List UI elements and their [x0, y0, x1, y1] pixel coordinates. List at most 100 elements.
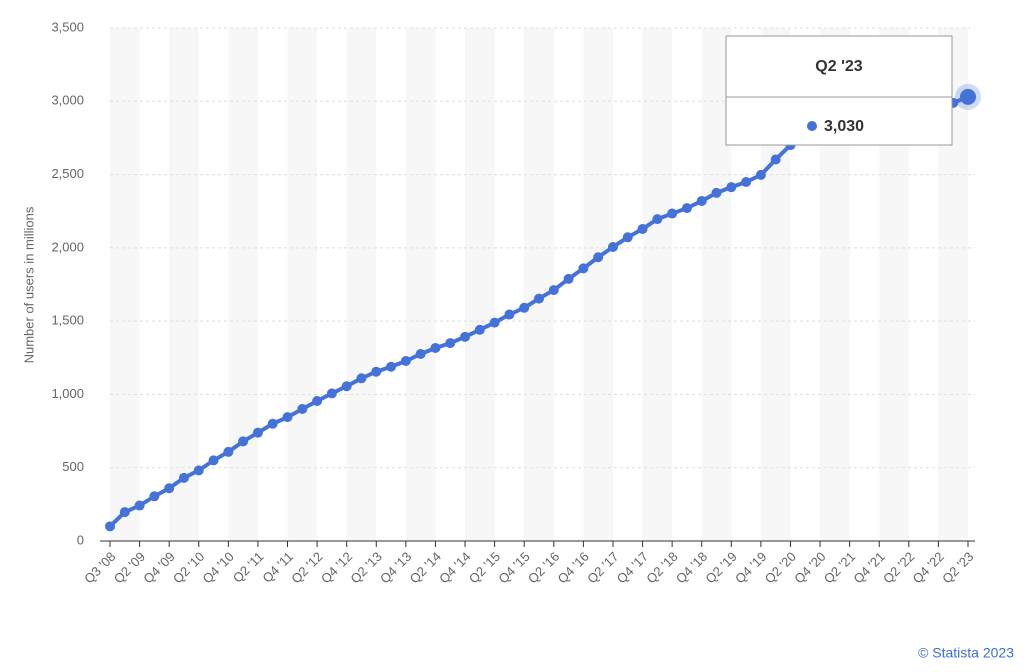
x-tick-label: Q2 '20	[762, 549, 799, 586]
data-point	[578, 263, 589, 274]
x-tick-label: Q2 '14	[407, 549, 444, 586]
y-axis-title: Number of users in millions	[21, 206, 36, 363]
band	[642, 28, 673, 541]
data-point	[563, 273, 574, 284]
y-tick-label: 500	[62, 459, 84, 474]
data-point	[770, 154, 781, 165]
x-tick-label: Q4 '18	[673, 549, 710, 586]
data-point	[134, 500, 145, 511]
data-point	[193, 465, 204, 476]
tooltip-marker	[807, 121, 817, 131]
data-point	[119, 507, 130, 518]
x-tick-label: Q2 '16	[525, 549, 562, 586]
band	[524, 28, 554, 541]
x-tick-label: Q4 '19	[732, 549, 769, 586]
band	[346, 28, 377, 541]
data-point	[415, 348, 426, 359]
band	[465, 28, 495, 541]
x-tick-label: Q2 '18	[643, 549, 680, 586]
x-tick-label: Q4 '16	[555, 549, 592, 586]
x-tick-label: Q2 '23	[939, 549, 976, 586]
x-tick-label: Q2 '17	[584, 549, 621, 586]
x-tick-label: Q2 '10	[170, 549, 207, 586]
x-tick-label: Q4 '15	[495, 549, 532, 586]
data-point	[622, 232, 633, 243]
data-point	[282, 412, 293, 423]
credit: © Statista 2023	[918, 645, 1014, 661]
data-point	[474, 324, 485, 335]
data-point	[341, 381, 352, 392]
data-point	[267, 418, 278, 429]
data-point	[252, 427, 263, 438]
data-point	[430, 342, 441, 353]
x-tick-label: Q4 '12	[318, 549, 355, 586]
y-tick-label: 0	[77, 532, 84, 547]
x-tick-label: Q4 '17	[614, 549, 651, 586]
band	[583, 28, 613, 541]
data-point	[504, 309, 515, 320]
tooltip-title: Q2 '23	[815, 58, 862, 75]
band	[228, 28, 258, 541]
data-point	[386, 361, 397, 372]
y-tick-label: 2,500	[51, 166, 84, 181]
x-tick-label: Q2 '21	[821, 549, 858, 586]
data-point	[548, 285, 559, 296]
data-point	[519, 302, 530, 313]
x-tick-label: Q3 '08	[81, 549, 118, 586]
data-point	[489, 317, 500, 328]
x-tick-label: Q4 '21	[850, 549, 887, 586]
x-tick-label: Q2 '19	[702, 549, 739, 586]
x-tick-label: Q2 '11	[230, 549, 267, 586]
data-point	[297, 403, 308, 414]
band	[110, 28, 140, 541]
data-point	[637, 223, 648, 234]
data-point	[223, 446, 234, 457]
x-tick-label: Q4 '09	[140, 549, 177, 586]
data-point	[667, 208, 678, 219]
x-tick-label: Q2 '13	[347, 549, 384, 586]
data-point	[460, 331, 471, 342]
data-point	[105, 521, 115, 532]
band	[169, 28, 199, 541]
data-point	[238, 436, 249, 447]
x-tick-label: Q4 '11	[259, 549, 296, 586]
data-point	[164, 483, 175, 494]
data-point	[400, 356, 411, 367]
x-tick-label: Q4 '22	[910, 549, 947, 586]
data-point	[607, 241, 618, 252]
x-tick-label: Q2 '09	[111, 549, 148, 586]
y-tick-label: 2,000	[51, 239, 84, 254]
data-point	[755, 169, 766, 180]
band	[287, 28, 318, 541]
y-tick-label: 1,500	[51, 313, 84, 328]
data-point	[696, 195, 707, 206]
tooltip	[725, 35, 953, 146]
data-point	[593, 252, 604, 263]
highlight-point	[960, 88, 976, 105]
x-tick-label: Q2 '15	[466, 549, 503, 586]
x-tick-label: Q2 '12	[288, 549, 325, 586]
data-point	[149, 491, 160, 502]
band	[405, 28, 436, 541]
data-point	[208, 455, 219, 466]
data-point	[652, 214, 663, 225]
data-point	[534, 293, 544, 304]
x-tick-label: Q4 '14	[436, 549, 473, 586]
data-point	[445, 338, 456, 349]
data-point	[371, 366, 382, 377]
data-point	[741, 177, 752, 188]
data-point	[711, 187, 722, 198]
data-point	[726, 182, 737, 193]
data-point	[312, 396, 323, 407]
x-tick-label: Q4 '13	[377, 549, 414, 586]
data-point	[681, 203, 692, 214]
y-tick-label: 3,000	[51, 93, 84, 108]
data-point	[178, 472, 189, 483]
tooltip-value: 3,030	[824, 118, 864, 135]
x-tick-label: Q4 '10	[199, 549, 236, 586]
x-tick-label: Q2 '22	[880, 549, 917, 586]
data-point	[356, 373, 367, 384]
data-point	[326, 388, 337, 399]
y-tick-label: 3,500	[51, 19, 84, 34]
y-tick-label: 1,000	[51, 386, 84, 401]
